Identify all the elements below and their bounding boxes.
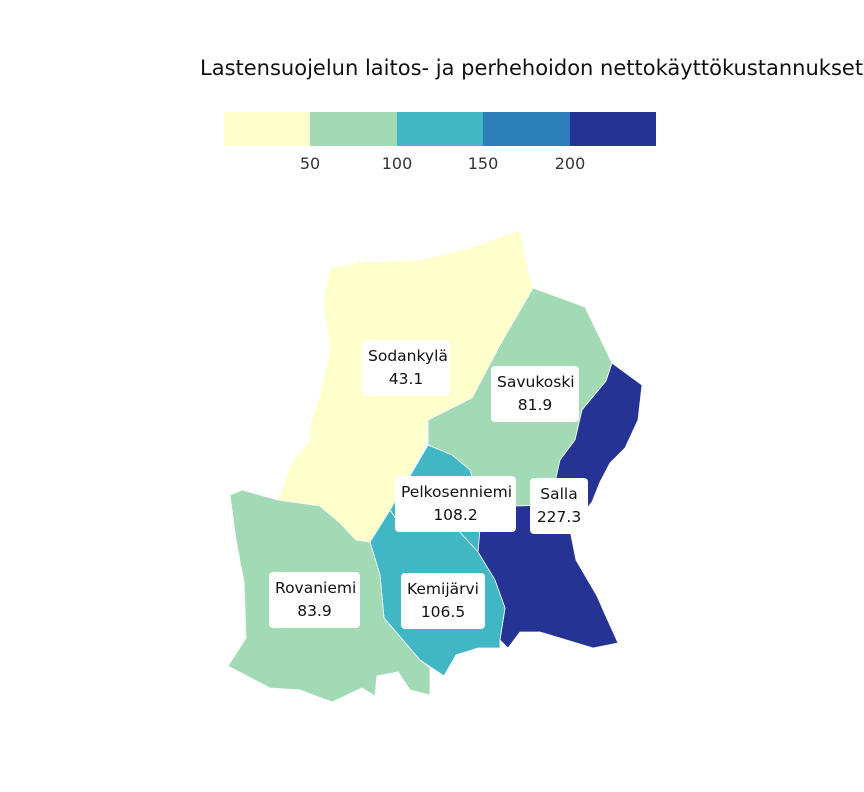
legend-swatch-5 [569,112,657,146]
label-savukoski: Savukoski 81.9 [491,366,579,422]
region-name-rovaniemi: Rovaniemi [275,579,357,597]
legend-tick-100: 100 [381,154,413,173]
label-kemijarvi: Kemijärvi 106.5 [401,573,485,629]
region-value-sodankyla: 43.1 [388,370,424,388]
region-value-rovaniemi: 83.9 [297,602,332,620]
map-title: Lastensuojelun laitos- ja perhehoidon ne… [200,56,864,80]
region-name-sodankyla: Sodankylä [368,347,448,365]
legend-swatch-2 [310,112,397,146]
color-legend [224,112,657,146]
region-value-kemijarvi: 106.5 [420,603,466,621]
legend-tick-150: 150 [467,154,499,173]
legend-swatch-3 [396,112,484,146]
label-pelkosenniemi: Pelkosenniemi 108.2 [395,476,516,532]
region-name-salla: Salla [540,485,578,503]
legend-swatch-4 [483,112,570,146]
region-name-savukoski: Savukoski [497,373,575,391]
region-value-pelkosenniemi: 108.2 [433,506,478,524]
legend-tick-50: 50 [299,154,321,173]
region-name-pelkosenniemi: Pelkosenniemi [401,483,513,501]
label-rovaniemi: Rovaniemi 83.9 [269,572,360,628]
region-name-kemijarvi: Kemijärvi [407,580,479,598]
label-sodankyla: Sodankylä 43.1 [362,340,450,396]
legend-swatch-1 [224,112,311,146]
legend-tick-200: 200 [554,154,586,173]
label-salla: Salla 227.3 [530,478,588,534]
region-value-savukoski: 81.9 [517,396,553,414]
region-value-salla: 227.3 [536,508,582,526]
